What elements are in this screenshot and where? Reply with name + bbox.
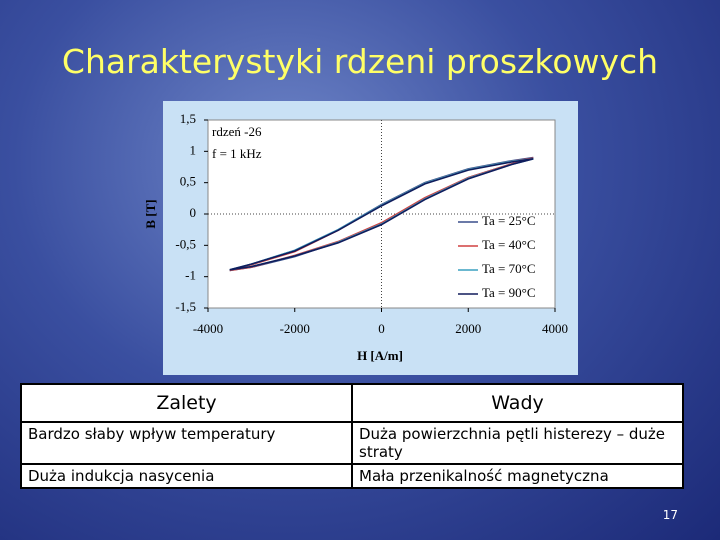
y-tick-label: -0,5 [175, 236, 196, 251]
slide-title: Charakterystyki rdzeni proszkowych [61, 42, 659, 81]
chart: rdzeń -26 f = 1 kHz H [A/m] B [T] 1,5 1 0,… [143, 101, 578, 375]
x-tick-label: 0 [378, 321, 385, 336]
x-axis-label: H [A/m] [357, 348, 403, 363]
annotation: f = 1 kHz [212, 146, 262, 161]
y-tick-label: 0,5 [180, 174, 196, 189]
x-tick-label: -4000 [193, 321, 223, 336]
table-cell: Duża indukcja nasycenia [20, 463, 353, 489]
table-header: Wady [351, 383, 684, 423]
x-tick-label: 4000 [542, 321, 568, 336]
table-header: Zalety [20, 383, 353, 423]
table-cell: Mała przenikalność magnetyczna [351, 463, 684, 489]
y-tick-label: -1 [185, 268, 196, 283]
x-tick-label: 2000 [455, 321, 481, 336]
series-line [229, 158, 534, 271]
legend-label: Ta = 40°C [482, 237, 536, 252]
y-tick-label: 1,5 [180, 111, 196, 126]
legend-label: Ta = 70°C [482, 261, 536, 276]
y-tick-label: 0 [190, 205, 197, 220]
page-number: 17 [662, 508, 678, 522]
legend-label: Ta = 90°C [482, 285, 536, 300]
comparison-table: Zalety Wady Bardzo słaby wpływ temperatur… [20, 383, 684, 489]
y-tick-label: 1 [190, 142, 197, 157]
x-tick-label: -2000 [280, 321, 310, 336]
annotation: rdzeń -26 [212, 124, 262, 139]
legend-label: Ta = 25°C [482, 213, 536, 228]
table-cell: Duża powierzchnia pętli histerezy – duże… [351, 421, 684, 465]
table-cell: Bardzo słaby wpływ temperatury [20, 421, 353, 465]
y-tick-label: -1,5 [175, 299, 196, 314]
y-axis-label: B [T] [143, 199, 158, 228]
